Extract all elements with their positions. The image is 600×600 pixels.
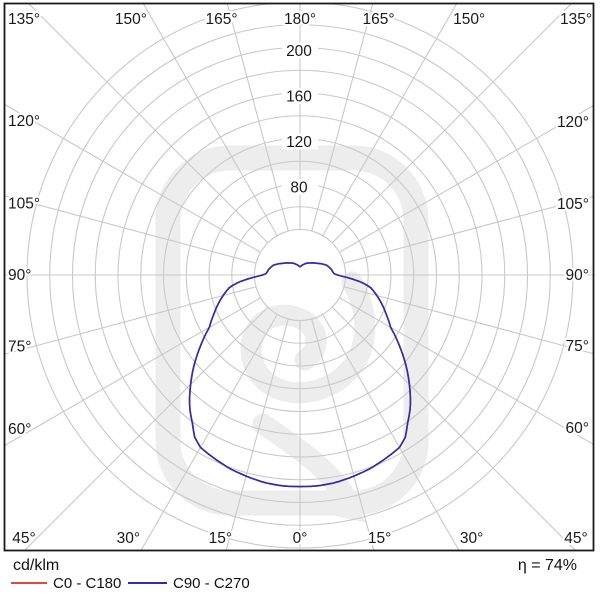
- angle-label: 90°: [8, 267, 31, 284]
- legend-line-c90-c270: [128, 582, 167, 584]
- ring-label: 160: [286, 89, 312, 106]
- angle-label: 30°: [117, 530, 140, 547]
- angle-label: 45°: [564, 530, 587, 547]
- intensity-curves: [188, 262, 412, 488]
- angle-label: 45°: [12, 530, 35, 547]
- legend: cd/klm η = 74% C0 - C180 C90 - C270: [0, 553, 600, 600]
- ring-label: 80: [290, 180, 308, 197]
- watermark-logo: [155, 145, 429, 523]
- angle-label: 90°: [566, 267, 589, 284]
- angle-label: 60°: [8, 421, 31, 438]
- unit-label: cd/klm: [13, 557, 60, 574]
- angle-label: 120°: [557, 114, 589, 131]
- angle-label: 105°: [8, 196, 40, 213]
- legend-label-c90-c270: C90 - C270: [173, 575, 250, 592]
- angle-label: 165°: [205, 11, 237, 28]
- ring-label: 200: [286, 43, 312, 60]
- angle-label: 180°: [284, 11, 316, 28]
- curve-C90-C270: [188, 262, 412, 488]
- legend-label-c0-c180: C0 - C180: [53, 575, 122, 592]
- angle-label: 75°: [8, 338, 31, 355]
- angle-label: 105°: [557, 196, 589, 213]
- angle-label: 0°: [293, 530, 308, 547]
- ring-label: 120: [286, 134, 312, 151]
- angle-label: 165°: [362, 11, 394, 28]
- angle-label: 15°: [209, 530, 232, 547]
- angle-label: 150°: [115, 11, 147, 28]
- angle-label: 60°: [566, 420, 589, 437]
- angle-label: 75°: [566, 338, 589, 355]
- plot-border: [3, 2, 595, 552]
- angle-label: 15°: [368, 530, 391, 547]
- angle-labels: 0° 15° 15° 30° 30° 45° 45° 60° 60° 75° 75° 90° 90° 10…: [6, 9, 594, 549]
- angle-label: 30°: [460, 530, 483, 547]
- efficiency-label: η = 74%: [517, 557, 577, 574]
- angle-label: 120°: [8, 113, 40, 130]
- angle-label: 135°: [8, 11, 40, 28]
- angle-label: 135°: [560, 11, 592, 28]
- legend-line-c0-c180: [11, 582, 47, 584]
- ring-labels: 80 120 160 200: [282, 42, 318, 197]
- angle-label: 150°: [453, 11, 485, 28]
